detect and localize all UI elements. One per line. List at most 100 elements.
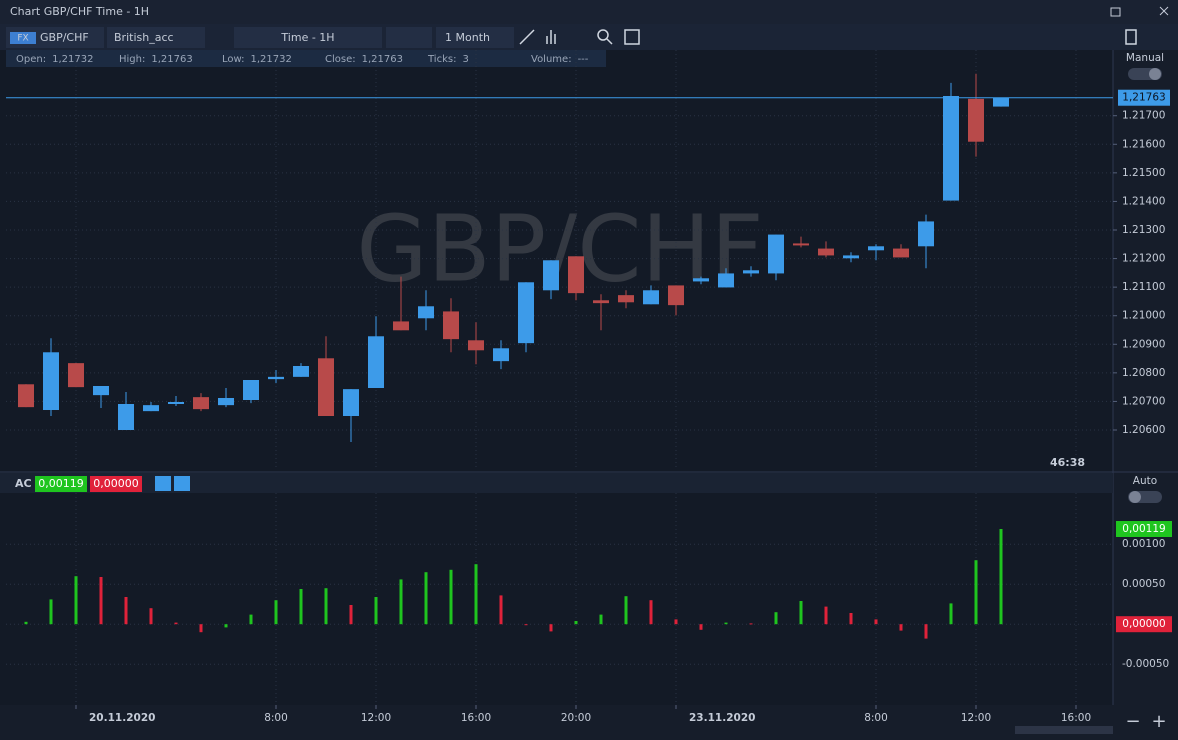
ac-bar xyxy=(49,599,53,625)
x-tick-label: 8:00 xyxy=(264,712,288,724)
zoom-tool[interactable] xyxy=(606,38,613,45)
ac-bar xyxy=(624,596,628,625)
candle-body xyxy=(868,246,884,251)
y-tick-label: 1.21200 xyxy=(1122,253,1165,265)
candle-body xyxy=(518,282,534,344)
ac-bar xyxy=(574,621,578,625)
account: British_acc xyxy=(114,31,174,44)
info-label: Close: xyxy=(325,54,356,65)
ac-zero-badge-text: 0,00000 xyxy=(93,477,139,490)
restore-button[interactable] xyxy=(1110,7,1121,17)
visibility-button[interactable] xyxy=(155,476,171,491)
info-label: Low: xyxy=(222,54,245,65)
x-tick-label: 12:00 xyxy=(961,712,991,724)
ac-bar xyxy=(899,624,903,631)
candle-body xyxy=(918,221,934,247)
ac-bar xyxy=(449,569,453,625)
zoom-in[interactable]: + xyxy=(1151,711,1166,732)
ac-bar xyxy=(674,619,678,625)
info-bar xyxy=(6,50,606,67)
ac-bar xyxy=(824,606,828,625)
ac-bar xyxy=(699,624,703,630)
candle-body xyxy=(193,397,209,410)
info-label: High: xyxy=(119,54,145,65)
last-value-tag xyxy=(1116,521,1172,537)
y-tick-label: 1.21000 xyxy=(1122,310,1165,322)
range: 1 Month xyxy=(445,31,490,44)
y-tick-label: 1.20700 xyxy=(1122,395,1165,407)
ac-bar xyxy=(649,600,653,625)
info-value: --- xyxy=(578,54,589,65)
candle-body xyxy=(893,248,909,258)
draw-tool[interactable] xyxy=(519,29,535,45)
toolbar-icons[interactable] xyxy=(519,29,1137,45)
scale-mode: Manual xyxy=(1126,52,1164,64)
zero-value-tag xyxy=(1116,616,1172,633)
candle-body xyxy=(393,321,409,331)
candle-body xyxy=(643,290,659,305)
save-tool[interactable] xyxy=(1125,29,1137,45)
ac-bar xyxy=(874,619,878,625)
candle-body xyxy=(793,243,809,246)
candle-body xyxy=(43,352,59,410)
zoom-out[interactable]: − xyxy=(1125,711,1140,732)
countdown: 46:38 xyxy=(1050,456,1085,469)
indicator-scale-mode: Auto xyxy=(1133,475,1157,487)
ac-bar xyxy=(24,621,28,625)
x-tick-label: 16:00 xyxy=(1061,712,1091,724)
info-label: Ticks: xyxy=(427,54,456,65)
candle-body xyxy=(68,363,84,388)
range-button[interactable] xyxy=(436,27,514,48)
price-axis-area xyxy=(1113,50,1178,705)
close-button[interactable] xyxy=(1159,6,1169,16)
ac-bar xyxy=(549,624,553,632)
ac-bar xyxy=(599,614,603,625)
timeframe-button[interactable] xyxy=(234,27,382,48)
ac-bar xyxy=(324,588,328,625)
info-value: 1,21763 xyxy=(151,54,192,65)
y-tick-label: 1.21400 xyxy=(1122,195,1165,207)
plot: GBP/CHF 1.20600 1.20700 1.20800 1.20900 1.210… xyxy=(6,50,1172,724)
candle-body xyxy=(268,376,284,380)
info-value: 1,21732 xyxy=(251,54,292,65)
ac-bar xyxy=(924,624,928,639)
ac-bar xyxy=(524,624,528,626)
indicator-header xyxy=(0,473,1113,493)
remove-indicator-button[interactable] xyxy=(174,476,190,491)
ac-bar xyxy=(799,601,803,625)
ac-bar xyxy=(99,577,103,625)
ac-bar xyxy=(174,622,178,625)
ac-bar xyxy=(424,572,428,625)
candle-body xyxy=(993,97,1009,107)
x-tick-label: 12:00 xyxy=(361,712,391,724)
account-button[interactable] xyxy=(107,27,205,48)
candle-body xyxy=(668,285,684,306)
candle-body xyxy=(593,300,609,304)
candle-body xyxy=(693,278,709,282)
info-items: Open: 1,21732 High: 1,21763 Low: 1,21732 Close… xyxy=(16,54,589,65)
window-controls[interactable] xyxy=(1110,6,1169,17)
info-value: 1,21732 xyxy=(52,54,93,65)
ac-bar xyxy=(274,600,278,625)
info-label: Volume: xyxy=(531,54,572,65)
zoom-tool[interactable] xyxy=(597,29,609,41)
y-tick-label: 1.20900 xyxy=(1122,338,1165,350)
y-tick-label: 1.21600 xyxy=(1122,138,1165,150)
ac-bar xyxy=(124,597,128,625)
scrollbar[interactable] xyxy=(1015,726,1113,734)
candle-body xyxy=(768,234,784,274)
ac-bar xyxy=(474,564,478,625)
ac-bar xyxy=(774,612,778,625)
indicators-tool[interactable] xyxy=(546,30,556,44)
last-price-label: 1,21763 xyxy=(1122,92,1165,104)
ac-bar xyxy=(724,622,728,625)
candle-body xyxy=(418,306,434,319)
candle-body xyxy=(243,380,259,400)
chart-type-button[interactable] xyxy=(386,27,432,48)
ac-bar xyxy=(999,529,1003,625)
indicator-scale-toggle-knob xyxy=(1129,491,1141,503)
template-tool[interactable] xyxy=(624,29,640,45)
timeframe: Time - 1H xyxy=(280,31,334,44)
